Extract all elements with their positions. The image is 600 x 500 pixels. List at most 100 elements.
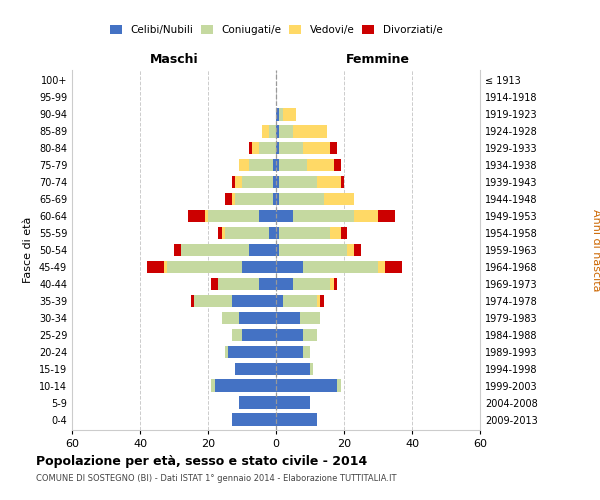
- Bar: [232, 176, 235, 188]
- Bar: [249, 158, 272, 172]
- Bar: [347, 244, 354, 256]
- Bar: [232, 192, 235, 205]
- Bar: [334, 158, 341, 172]
- Text: Maschi: Maschi: [149, 54, 199, 66]
- Bar: [232, 414, 276, 426]
- Bar: [378, 260, 385, 274]
- Bar: [276, 346, 303, 358]
- Bar: [354, 244, 361, 256]
- Bar: [229, 346, 276, 358]
- Text: Popolazione per età, sesso e stato civile - 2014: Popolazione per età, sesso e stato civil…: [36, 455, 367, 468]
- Bar: [280, 176, 317, 188]
- Bar: [378, 210, 395, 222]
- Bar: [239, 312, 276, 324]
- Bar: [188, 210, 205, 222]
- Bar: [293, 278, 331, 290]
- Bar: [205, 210, 208, 222]
- Bar: [167, 260, 242, 274]
- Bar: [354, 210, 378, 222]
- Bar: [208, 210, 259, 222]
- Bar: [341, 176, 344, 188]
- Bar: [235, 362, 276, 375]
- Bar: [259, 210, 276, 222]
- Bar: [232, 328, 242, 342]
- Y-axis label: Anni di nascita: Anni di nascita: [591, 209, 600, 291]
- Bar: [242, 328, 276, 342]
- Bar: [276, 192, 280, 205]
- Bar: [232, 294, 276, 308]
- Bar: [239, 158, 249, 172]
- Bar: [242, 260, 276, 274]
- Bar: [293, 210, 354, 222]
- Bar: [147, 260, 164, 274]
- Bar: [276, 328, 303, 342]
- Bar: [181, 244, 249, 256]
- Bar: [320, 294, 323, 308]
- Bar: [221, 312, 239, 324]
- Bar: [215, 380, 276, 392]
- Bar: [262, 125, 269, 138]
- Bar: [276, 380, 337, 392]
- Bar: [331, 226, 341, 239]
- Bar: [259, 142, 276, 154]
- Bar: [334, 278, 337, 290]
- Bar: [249, 244, 276, 256]
- Bar: [242, 176, 272, 188]
- Bar: [303, 260, 378, 274]
- Bar: [276, 396, 310, 409]
- Bar: [225, 192, 232, 205]
- Bar: [174, 244, 181, 256]
- Bar: [331, 278, 334, 290]
- Bar: [317, 294, 320, 308]
- Bar: [303, 346, 310, 358]
- Bar: [280, 142, 303, 154]
- Bar: [211, 278, 218, 290]
- Bar: [323, 192, 354, 205]
- Bar: [337, 380, 341, 392]
- Bar: [191, 294, 194, 308]
- Bar: [272, 176, 276, 188]
- Bar: [218, 278, 259, 290]
- Bar: [310, 362, 313, 375]
- Bar: [225, 226, 269, 239]
- Bar: [276, 210, 293, 222]
- Bar: [276, 142, 280, 154]
- Bar: [283, 294, 317, 308]
- Bar: [276, 158, 280, 172]
- Text: Femmine: Femmine: [346, 54, 410, 66]
- Bar: [259, 278, 276, 290]
- Bar: [269, 226, 276, 239]
- Bar: [269, 125, 276, 138]
- Bar: [303, 142, 331, 154]
- Bar: [276, 294, 283, 308]
- Bar: [239, 396, 276, 409]
- Bar: [276, 226, 280, 239]
- Bar: [385, 260, 402, 274]
- Bar: [303, 328, 317, 342]
- Bar: [317, 176, 341, 188]
- Legend: Celibi/Nubili, Coniugati/e, Vedovi/e, Divorziati/e: Celibi/Nubili, Coniugati/e, Vedovi/e, Di…: [110, 25, 442, 35]
- Bar: [276, 278, 293, 290]
- Bar: [307, 158, 334, 172]
- Y-axis label: Fasce di età: Fasce di età: [23, 217, 33, 283]
- Bar: [300, 312, 320, 324]
- Bar: [280, 192, 323, 205]
- Text: COMUNE DI SOSTEGNO (BI) - Dati ISTAT 1° gennaio 2014 - Elaborazione TUTTITALIA.I: COMUNE DI SOSTEGNO (BI) - Dati ISTAT 1° …: [36, 474, 397, 483]
- Bar: [164, 260, 167, 274]
- Bar: [272, 192, 276, 205]
- Bar: [276, 108, 280, 120]
- Bar: [235, 176, 242, 188]
- Bar: [276, 260, 303, 274]
- Bar: [252, 142, 259, 154]
- Bar: [293, 125, 327, 138]
- Bar: [280, 226, 331, 239]
- Bar: [331, 142, 337, 154]
- Bar: [280, 158, 307, 172]
- Bar: [280, 108, 283, 120]
- Bar: [276, 244, 280, 256]
- Bar: [276, 176, 280, 188]
- Bar: [276, 312, 300, 324]
- Bar: [276, 362, 310, 375]
- Bar: [283, 108, 296, 120]
- Bar: [276, 414, 317, 426]
